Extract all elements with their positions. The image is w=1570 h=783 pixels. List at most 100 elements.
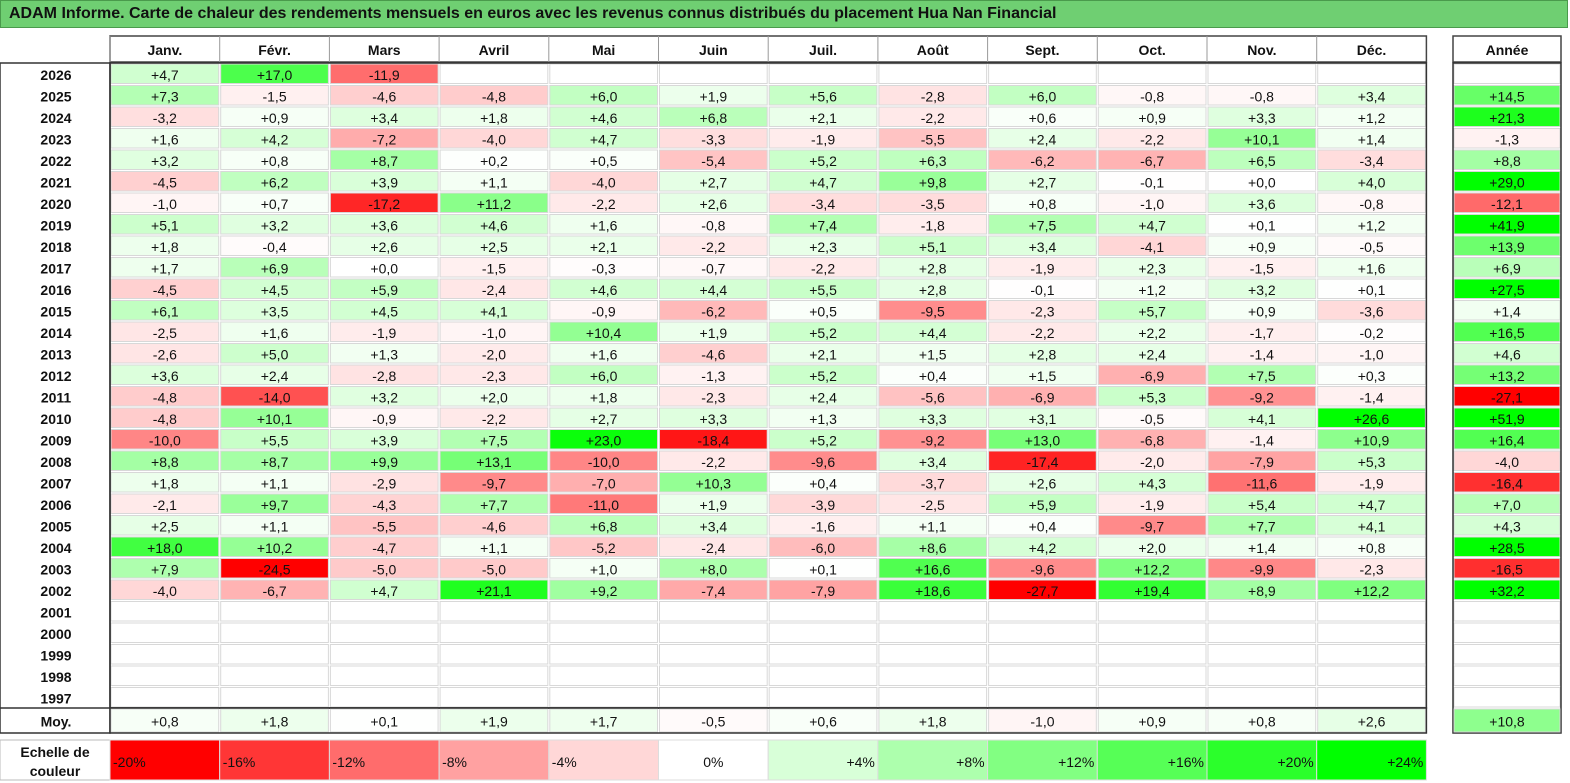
annual-cell-value: +4,3 — [1493, 518, 1521, 534]
heatmap-cell — [1097, 128, 1207, 149]
heatmap-cell — [1317, 687, 1426, 708]
heatmap-cell — [988, 687, 1097, 708]
heatmap-cell-value: -6,7 — [262, 583, 286, 599]
heatmap-cell — [988, 321, 1097, 342]
heatmap-cell-value: -2,0 — [482, 346, 506, 362]
heatmap-cell — [988, 386, 1097, 407]
heatmap-cell — [220, 601, 329, 622]
month-header-label: Sept. — [1025, 42, 1059, 58]
heatmap-cell — [1097, 429, 1207, 450]
annual-cell — [1453, 601, 1561, 622]
heatmap-cell-value: -1,9 — [1359, 475, 1383, 491]
row-year-label: 2022 — [40, 153, 71, 169]
heatmap-cell-value: -3,9 — [811, 497, 835, 513]
heatmap-cell — [549, 321, 658, 342]
heatmap-cell — [1317, 601, 1426, 622]
heatmap-cell-value: +6,8 — [590, 518, 618, 534]
average-row-label: Moy. — [41, 714, 72, 730]
heatmap-cell-value: +7,9 — [151, 561, 179, 577]
heatmap-cell-value: +9,9 — [370, 454, 398, 470]
heatmap-cell — [549, 128, 658, 149]
heatmap-cell — [110, 622, 220, 643]
heatmap-cell — [1317, 579, 1426, 600]
heatmap-cell — [220, 536, 329, 557]
heatmap-cell-value: +0,1 — [809, 561, 837, 577]
heatmap-cell-value: +1,4 — [1248, 540, 1276, 556]
scale-swatch — [987, 739, 1098, 781]
row-year-label: 2000 — [40, 626, 71, 642]
row-year-label: 1998 — [40, 669, 71, 685]
heatmap-cell-value: +1,8 — [151, 475, 179, 491]
average-row-border — [109, 707, 1428, 734]
row-year-label: 1997 — [40, 690, 71, 706]
heatmap-cell — [659, 386, 768, 407]
heatmap-cell — [1207, 192, 1317, 213]
heatmap-cell — [1097, 106, 1207, 127]
heatmap-cell — [988, 407, 1097, 428]
heatmap-cell — [549, 558, 658, 579]
heatmap-cell-value: +1,6 — [590, 217, 618, 233]
month-header-label: Déc. — [1357, 42, 1387, 58]
average-cell-value: -1,0 — [1030, 714, 1054, 730]
heatmap-cell-value: -5,2 — [592, 540, 616, 556]
annual-cell — [1453, 343, 1561, 364]
heatmap-cell — [1207, 536, 1317, 557]
heatmap-cell — [439, 579, 549, 600]
heatmap-cell — [1097, 386, 1207, 407]
heatmap-cell — [768, 214, 878, 235]
heatmap-cell — [1207, 214, 1317, 235]
heatmap-cell-value: +1,1 — [919, 518, 947, 534]
heatmap-cell — [110, 665, 220, 686]
heatmap-cell — [768, 429, 878, 450]
heatmap-cell — [220, 106, 329, 127]
heatmap-cell-value: -2,2 — [811, 260, 835, 276]
heatmap-cell-value: +4,6 — [590, 110, 618, 126]
heatmap-cell — [1317, 515, 1426, 536]
heatmap-cell-value: +4,7 — [809, 174, 837, 190]
heatmap-cell-value: -0,7 — [701, 260, 725, 276]
heatmap-cell-value: +10,1 — [257, 411, 293, 427]
heatmap-cell — [439, 300, 549, 321]
heatmap-cell-value: -3,7 — [921, 475, 945, 491]
heatmap-cell — [878, 601, 988, 622]
scale-swatch — [109, 739, 221, 781]
heatmap-cell — [439, 214, 549, 235]
heatmap-cell-value: -2,8 — [372, 368, 396, 384]
annual-cell-value: -16,4 — [1491, 475, 1523, 491]
heatmap-cell-value: +4,1 — [1248, 411, 1276, 427]
heatmap-cell-value: -4,0 — [482, 131, 506, 147]
heatmap-cell-value: +1,3 — [370, 346, 398, 362]
annual-cell-value: +4,6 — [1493, 346, 1521, 362]
annual-cell — [1453, 192, 1561, 213]
row-year-label: 2005 — [40, 518, 71, 534]
heatmap-cell — [329, 364, 439, 385]
heatmap-cell-value: -27,7 — [1026, 583, 1058, 599]
heatmap-cell — [988, 558, 1097, 579]
month-header-label: Avril — [479, 42, 510, 58]
heatmap-cell-value: +5,2 — [809, 153, 837, 169]
heatmap-cell-value: +2,3 — [809, 239, 837, 255]
annual-cell — [1453, 407, 1561, 428]
heatmap-cell — [878, 515, 988, 536]
heatmap-cell — [549, 665, 658, 686]
month-header-label: Mars — [368, 42, 401, 58]
heatmap-cell-value: -4,5 — [153, 174, 177, 190]
heatmap-cell — [439, 450, 549, 471]
row-year-label: 2003 — [40, 561, 71, 577]
heatmap-cell — [878, 85, 988, 106]
annual-cell-value: +51,9 — [1489, 411, 1525, 427]
annual-cell — [1453, 321, 1561, 342]
heatmap-cell-value: +1,2 — [1358, 110, 1386, 126]
heatmap-cell — [768, 644, 878, 665]
heatmap-cell-value: +3,9 — [370, 432, 398, 448]
heatmap-cell — [988, 644, 1097, 665]
heatmap-cell — [988, 536, 1097, 557]
heatmap-cell — [110, 644, 220, 665]
heatmap-cell — [110, 601, 220, 622]
heatmap-cell-value: +6,9 — [261, 260, 289, 276]
heatmap-cell — [1317, 472, 1426, 493]
heatmap-cell — [1097, 622, 1207, 643]
heatmap-cell-value: +9,7 — [261, 497, 289, 513]
heatmap-cell — [1097, 235, 1207, 256]
heatmap-cell — [1097, 558, 1207, 579]
